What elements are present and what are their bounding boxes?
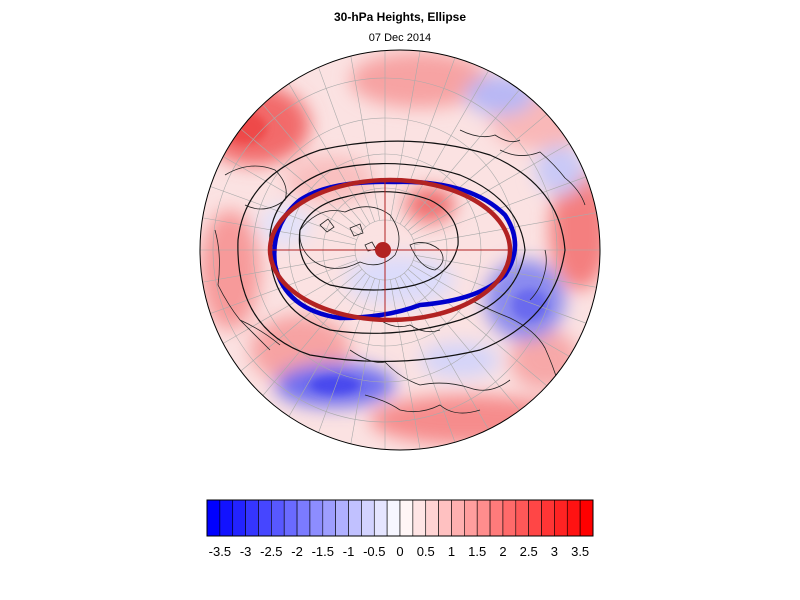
colorbar-swatch bbox=[489, 499, 504, 537]
colorbar-swatch bbox=[451, 499, 465, 537]
colorbar-swatch bbox=[373, 499, 388, 537]
colorbar-tick-label: -1.5 bbox=[312, 544, 334, 559]
colorbar-swatch bbox=[412, 499, 427, 537]
colorbar-swatch bbox=[271, 499, 285, 537]
colorbar-tick-label: 2.5 bbox=[520, 544, 538, 559]
colorbar-swatch bbox=[515, 499, 529, 537]
colorbar-swatch bbox=[283, 499, 298, 537]
colorbar-swatch bbox=[232, 499, 246, 537]
colorbar-swatch bbox=[541, 499, 555, 537]
anomaly-field bbox=[200, 50, 600, 450]
colorbar-tick-label: 0.5 bbox=[417, 544, 435, 559]
colorbar-swatch bbox=[554, 499, 568, 537]
colorbar-swatch bbox=[335, 499, 349, 537]
chart-title: 30-hPa Heights, Ellipse bbox=[333, 10, 467, 24]
ellipse-center-marker bbox=[375, 242, 391, 258]
colorbar-tick-label: 1 bbox=[448, 544, 455, 559]
colorbar-swatch bbox=[386, 499, 401, 537]
colorbar-swatch bbox=[219, 499, 234, 537]
colorbar-swatch bbox=[206, 499, 221, 537]
colorbar-tick-label: -3 bbox=[240, 544, 252, 559]
polar-map bbox=[199, 49, 601, 451]
colorbar-swatch bbox=[296, 499, 311, 537]
colorbar-tick-label: -0.5 bbox=[363, 544, 385, 559]
colorbar-swatch bbox=[438, 499, 452, 537]
colorbar-swatch bbox=[566, 499, 581, 537]
colorbar-tick-label: -2.5 bbox=[260, 544, 282, 559]
colorbar-tick-label: -2 bbox=[291, 544, 303, 559]
colorbar-tick-label: 1.5 bbox=[468, 544, 486, 559]
map-boundary bbox=[199, 49, 601, 451]
ellipse-overlays bbox=[267, 177, 518, 323]
colorbar-swatch bbox=[476, 499, 491, 537]
colorbar-swatch bbox=[361, 499, 375, 537]
colorbar-swatch bbox=[348, 499, 362, 537]
chart-date: 07 Dec 2014 bbox=[368, 32, 432, 44]
colorbar-tick-label: -3.5 bbox=[209, 544, 231, 559]
colorbar-swatch bbox=[502, 499, 517, 537]
colorbar-tick-label: 0 bbox=[396, 544, 403, 559]
colorbar-swatch bbox=[528, 499, 542, 537]
height-contours bbox=[237, 140, 566, 363]
colorbar-swatch bbox=[309, 499, 324, 537]
colorbar-swatch bbox=[464, 499, 478, 537]
colorbar-tick-label: 2 bbox=[499, 544, 506, 559]
colorbar-swatch bbox=[399, 499, 414, 537]
colorbar-tick-label: 3 bbox=[551, 544, 558, 559]
colorbar-tick-label: -1 bbox=[343, 544, 355, 559]
colorbar-swatch bbox=[258, 499, 272, 537]
colorbar-tick-label: 3.5 bbox=[571, 544, 589, 559]
colorbar-swatch bbox=[245, 499, 259, 537]
colorbar-swatch bbox=[579, 499, 594, 537]
colorbar-swatch bbox=[322, 499, 336, 537]
colorbar-swatch bbox=[425, 499, 439, 537]
